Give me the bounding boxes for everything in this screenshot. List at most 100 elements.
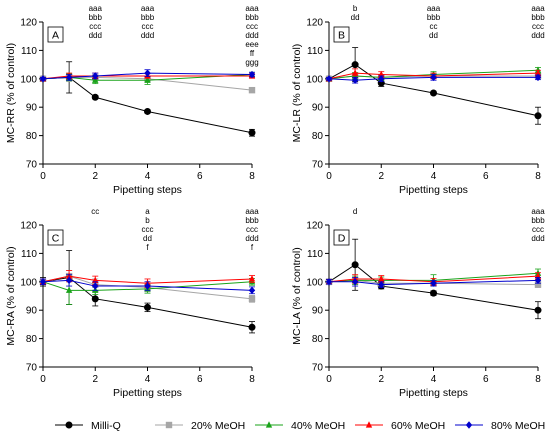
data-point xyxy=(378,280,385,289)
significance-label: f xyxy=(146,243,149,252)
significance-label: dd xyxy=(351,13,360,22)
significance-label: ddd xyxy=(245,234,258,243)
x-tick-label: 2 xyxy=(92,374,98,385)
x-tick-label: 8 xyxy=(535,171,541,182)
y-tick-label: 120 xyxy=(306,221,323,232)
data-point xyxy=(325,278,333,286)
y-tick-label: 80 xyxy=(26,334,38,345)
data-point xyxy=(92,72,99,80)
significance-label: ccc xyxy=(246,22,258,31)
significance-label: dd xyxy=(429,31,438,40)
data-point xyxy=(248,323,256,331)
y-axis-label: MC-LA (% of control) xyxy=(291,247,303,344)
y-tick-label: 80 xyxy=(312,131,324,142)
y-tick-label: 90 xyxy=(312,103,324,114)
panel-letter-box xyxy=(333,229,350,246)
significance-label: b xyxy=(145,216,150,225)
chart-panel-c: 70 80 90 100 110 120 0 2 4 6 8 Pipetting steps MC-RA… xyxy=(5,207,259,399)
significance-label: aaa xyxy=(531,4,545,13)
legend-label: 60% MeOH xyxy=(391,420,445,432)
legend-label: Milli-Q xyxy=(91,420,121,432)
significance-label: aaa xyxy=(427,4,441,13)
legend-label: 80% MeOH xyxy=(491,420,545,432)
significance-label: ccc xyxy=(532,225,544,234)
chart-panel-d: 70 80 90 100 110 120 0 2 4 6 8 Pipetting steps MC-LA… xyxy=(291,207,545,399)
data-point xyxy=(430,279,437,287)
panel-letter-box xyxy=(333,26,350,43)
panel-letter-box xyxy=(47,26,64,43)
data-point xyxy=(248,86,256,94)
data-point xyxy=(429,289,437,297)
data-point xyxy=(534,281,542,288)
significance-label: ccc xyxy=(246,225,258,234)
significance-label: bbb xyxy=(89,13,103,22)
y-tick-label: 100 xyxy=(306,277,323,288)
data-point xyxy=(144,69,151,77)
significance-label: ddd xyxy=(245,31,258,40)
significance-label: aaa xyxy=(141,4,155,13)
y-tick-label: 110 xyxy=(307,249,323,260)
legend-marker-icon xyxy=(465,421,473,429)
series-milli-q xyxy=(325,47,542,125)
x-tick-label: 2 xyxy=(92,171,98,182)
x-tick-label: 6 xyxy=(197,374,203,385)
y-tick-label: 80 xyxy=(26,131,38,142)
legend: Milli-Q 20% MeOH 40% MeOH 60% MeOH 80% MeOH xyxy=(55,420,545,432)
significance-label: ddd xyxy=(531,234,544,243)
data-point xyxy=(534,69,542,76)
legend-marker-icon xyxy=(365,421,373,428)
x-tick-label: 4 xyxy=(145,171,151,182)
data-point xyxy=(351,278,359,286)
data-point xyxy=(248,275,256,282)
data-point xyxy=(144,107,152,115)
data-point xyxy=(378,75,385,83)
x-tick-label: 0 xyxy=(40,374,46,385)
series-80-meoh xyxy=(39,69,256,83)
x-tick-label: 0 xyxy=(326,171,332,182)
x-axis-label: Pipetting steps xyxy=(113,184,182,196)
significance-label: bbb xyxy=(245,216,259,225)
significance-label: b xyxy=(353,4,358,13)
y-tick-label: 110 xyxy=(21,249,37,260)
y-tick-label: 80 xyxy=(312,334,324,345)
y-tick-label: 90 xyxy=(312,306,324,317)
series-80-meoh xyxy=(325,276,542,289)
x-axis-label: Pipetting steps xyxy=(113,387,182,399)
data-point xyxy=(248,129,256,137)
y-tick-label: 70 xyxy=(26,160,38,171)
data-point xyxy=(378,70,385,78)
y-tick-label: 120 xyxy=(20,18,37,29)
series-line xyxy=(328,264,539,311)
significance-label: ddd xyxy=(531,31,544,40)
data-point xyxy=(65,73,73,82)
significance-label: ccc xyxy=(532,22,544,31)
data-point xyxy=(351,61,359,69)
data-point xyxy=(351,76,359,84)
data-point xyxy=(144,303,152,311)
legend-marker-icon xyxy=(165,421,173,429)
y-axis-label: MC-LR (% of control) xyxy=(291,44,303,143)
panel-letter: D xyxy=(338,233,346,245)
y-axis-label: MC-RA (% of control) xyxy=(5,246,17,345)
legend-marker-icon xyxy=(65,421,73,429)
chart-panel-a: 70 80 90 100 110 120 0 2 4 6 8 Pipetting steps MC-RR… xyxy=(5,4,259,196)
x-tick-label: 0 xyxy=(40,171,46,182)
data-point xyxy=(325,75,333,83)
significance-label: ggg xyxy=(245,58,258,67)
x-tick-label: 2 xyxy=(378,374,384,385)
x-axis-label: Pipetting steps xyxy=(399,387,468,399)
y-tick-label: 70 xyxy=(26,363,38,374)
significance-label: bbb xyxy=(427,13,441,22)
data-point xyxy=(91,295,99,303)
series-line xyxy=(42,76,253,134)
data-point xyxy=(429,89,437,97)
data-point xyxy=(144,282,151,290)
series-80-meoh xyxy=(39,274,256,295)
x-tick-label: 6 xyxy=(483,374,489,385)
legend-label: 40% MeOH xyxy=(291,420,345,432)
significance-label: ddd xyxy=(141,31,154,40)
data-point xyxy=(39,75,47,83)
y-axis-label: MC-RR (% of control) xyxy=(5,43,17,143)
x-tick-label: 8 xyxy=(249,171,255,182)
